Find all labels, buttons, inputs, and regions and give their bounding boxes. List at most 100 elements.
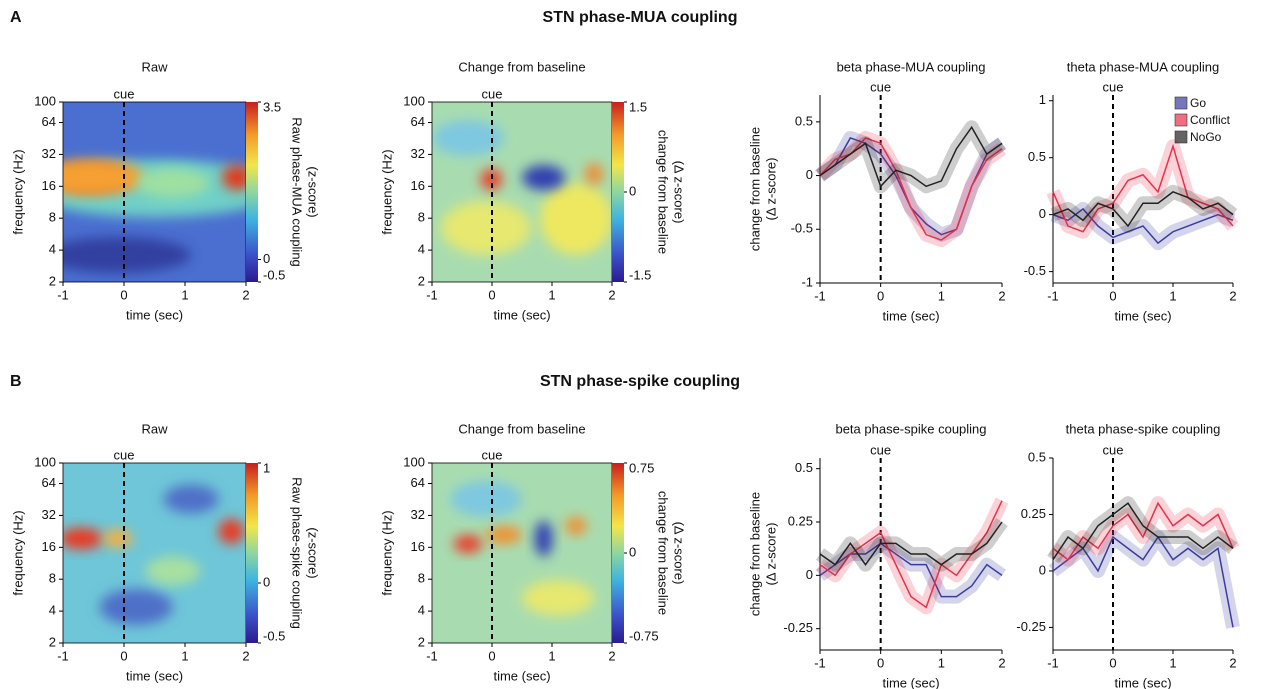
colorbar-tick-label: -1.5 (629, 267, 651, 282)
cue-label: cue (482, 447, 503, 462)
x-axis-label: time (sec) (1114, 675, 1171, 689)
y-tick-label: -0.5 (1024, 263, 1046, 278)
y-tick-label: 0 (1039, 562, 1046, 577)
cue-label: cue (114, 86, 135, 101)
x-axis-label: time (sec) (493, 668, 550, 683)
x-tick-label: 1 (1169, 655, 1176, 670)
y-tick-label: 0.5 (1028, 149, 1046, 164)
colorbar-tick-label: 0.75 (629, 460, 654, 475)
heat-region (534, 520, 553, 557)
y-axis-label: (Δ z-score) (763, 523, 778, 586)
cue-label: cue (1103, 442, 1124, 457)
legend-label: Go (1190, 96, 1206, 110)
x-tick-label: 1 (1169, 288, 1176, 303)
heat-region (486, 526, 522, 544)
subplot-title: beta phase-MUA coupling (837, 59, 986, 74)
heat-region (99, 589, 173, 625)
x-tick-label: 0 (488, 648, 495, 663)
subplot-title: beta phase-spike coupling (835, 421, 986, 436)
colorbar-tick-label: 0 (629, 183, 636, 198)
x-tick-label: -1 (426, 287, 438, 302)
y-tick-label: 100 (403, 454, 425, 469)
y-tick-label: 8 (49, 210, 56, 225)
legend-swatch (1174, 130, 1188, 144)
y-tick-label: 0.5 (795, 460, 813, 475)
x-tick-label: 0 (1109, 288, 1116, 303)
y-tick-label: 32 (42, 146, 56, 161)
y-tick-label: 100 (34, 454, 56, 469)
y-tick-label: 16 (411, 178, 425, 193)
series-line (1052, 190, 1234, 228)
y-tick-label: 32 (42, 507, 56, 522)
x-tick-label: 0 (1109, 655, 1116, 670)
heatmap (63, 463, 246, 643)
y-tick-label: 64 (411, 475, 425, 490)
heat-region (222, 165, 246, 191)
x-tick-label: 1 (181, 648, 188, 663)
y-tick-label: 0.5 (1028, 449, 1046, 464)
y-tick-label: 8 (418, 571, 425, 586)
x-tick-label: -1 (57, 648, 69, 663)
colorbar-tick-label: 1 (263, 460, 270, 475)
heat-region (480, 168, 503, 191)
heat-region (441, 201, 531, 255)
subplot-title: theta phase-spike coupling (1066, 421, 1221, 436)
y-tick-label: 64 (42, 475, 56, 490)
y-tick-label: 2 (49, 273, 56, 288)
subplot-title: Change from baseline (458, 421, 585, 436)
y-tick-label: 16 (42, 178, 56, 193)
series-line (1052, 502, 1234, 561)
cue-label: cue (1103, 79, 1124, 94)
colorbar-tick-label: -0.75 (629, 628, 659, 643)
y-tick-label: -0.25 (783, 620, 813, 635)
series-line (1052, 501, 1234, 561)
colorbar-label: Raw phase-MUA coupling (290, 117, 305, 267)
y-tick-label: 16 (42, 539, 56, 554)
y-tick-label: 100 (403, 93, 425, 108)
y-tick-label: 32 (411, 507, 425, 522)
colorbar-tick-label: 3.5 (263, 99, 281, 114)
y-axis-label: (Δ z-score) (763, 158, 778, 221)
y-tick-label: 0.25 (788, 513, 813, 528)
y-tick-label: 16 (411, 539, 425, 554)
heat-region (136, 168, 210, 198)
legend-label: NoGo (1190, 130, 1222, 144)
legend-label: Conflict (1190, 113, 1231, 127)
x-tick-label: -1 (1047, 655, 1059, 670)
x-tick-label: 0 (877, 288, 884, 303)
series-band (815, 517, 1008, 572)
x-axis-label: time (sec) (126, 307, 183, 322)
heat-region (453, 535, 483, 553)
heat-region (565, 517, 587, 535)
y-tick-label: 2 (418, 634, 425, 649)
x-tick-label: 2 (1229, 655, 1236, 670)
y-tick-label: -0.5 (791, 221, 813, 236)
colorbar (246, 102, 258, 282)
heat-region (432, 120, 504, 156)
y-tick-label: 4 (418, 242, 425, 257)
y-tick-label: 4 (418, 603, 425, 618)
x-tick-label: 2 (1229, 288, 1236, 303)
panel-letter: B (10, 373, 22, 390)
colorbar-tick-label: 0 (263, 574, 270, 589)
colorbar (612, 463, 624, 643)
x-axis-label: time (sec) (493, 307, 550, 322)
x-tick-label: 2 (608, 287, 615, 302)
y-tick-label: 0.5 (795, 113, 813, 128)
heat-region (103, 529, 133, 548)
heat-region (163, 484, 219, 514)
cue-label: cue (870, 79, 891, 94)
heat-region (63, 527, 104, 550)
x-tick-label: -1 (57, 287, 69, 302)
colorbar-label: Raw phase-spike coupling (290, 477, 305, 629)
x-tick-label: 2 (242, 648, 249, 663)
x-tick-label: 0 (120, 648, 127, 663)
y-tick-label: 100 (34, 93, 56, 108)
x-tick-label: 2 (608, 648, 615, 663)
colorbar-tick-label: 1.5 (629, 99, 647, 114)
heat-region (450, 481, 522, 517)
y-tick-label: 4 (49, 603, 56, 618)
x-tick-label: 0 (877, 655, 884, 670)
colorbar-label: change from baseline (656, 491, 671, 615)
